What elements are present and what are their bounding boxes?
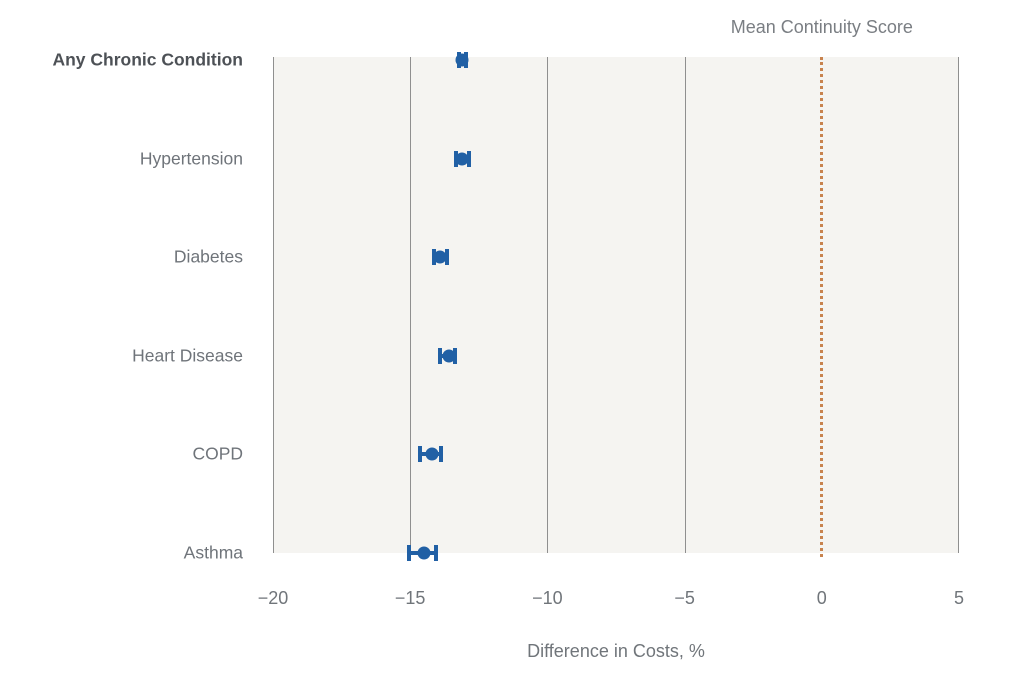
estimate-dot (417, 546, 431, 560)
error-bar-cap-right (433, 545, 438, 561)
x-tick-label: 5 (953, 588, 965, 608)
grid-line (410, 57, 412, 553)
category-label: Asthma (183, 542, 243, 563)
category-label: Diabetes (173, 246, 243, 267)
estimate-dot (455, 53, 469, 67)
x-tick-label: −10 (532, 588, 563, 608)
estimate-dot (425, 447, 439, 461)
point-marker (437, 347, 457, 364)
x-tick-label: 0 (816, 588, 827, 608)
plot-area (273, 52, 959, 561)
point-marker (432, 249, 449, 266)
x-tick-label: −5 (674, 588, 695, 608)
point-marker (418, 446, 444, 463)
grid-line (273, 57, 274, 553)
x-tick-label: −15 (394, 588, 426, 608)
category-label: Any Chronic Condition (52, 49, 243, 70)
error-bar-cap-left (437, 347, 442, 364)
point-marker (454, 150, 471, 167)
category-label: COPD (192, 443, 243, 464)
error-bar-cap-right (439, 446, 444, 463)
point-marker (455, 52, 469, 68)
error-bar-cap-left (418, 446, 423, 463)
estimate-dot (455, 152, 469, 166)
reference-line-label: Mean Continuity Score (730, 17, 913, 37)
estimate-dot (433, 250, 447, 264)
grid-line (547, 57, 549, 553)
point-marker (407, 545, 438, 561)
grid-line (684, 57, 686, 553)
estimate-dot (442, 349, 456, 363)
x-axis-title: Difference in Costs, % (527, 641, 705, 661)
x-tick-label: −20 (257, 588, 289, 608)
category-label: Hypertension (139, 148, 243, 169)
category-label: Heart Disease (132, 345, 243, 366)
error-bar-cap-left (407, 545, 412, 561)
zero-reference-line (820, 57, 824, 557)
grid-line (958, 57, 959, 553)
